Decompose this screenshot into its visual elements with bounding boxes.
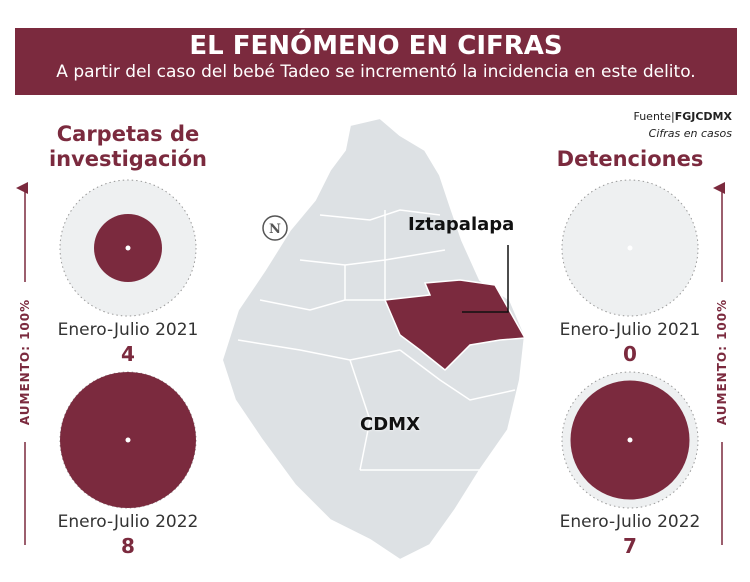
- value-label: 4: [121, 342, 135, 366]
- cdmx-map: [220, 116, 527, 562]
- subtitle: A partir del caso del bebé Tadeo se incr…: [56, 62, 696, 82]
- center-dot: [125, 437, 131, 443]
- value-label: 8: [121, 534, 135, 558]
- source-label: Fuente|: [633, 110, 675, 123]
- period-label: Enero-Julio 2022: [559, 512, 701, 532]
- center-dot: [125, 245, 131, 251]
- value-label: 0: [623, 342, 637, 366]
- north-icon: [262, 215, 288, 241]
- city-label: CDMX: [360, 414, 420, 435]
- center-dot: [627, 437, 633, 443]
- center-dot: [627, 245, 633, 251]
- borough-lines: [237, 209, 516, 471]
- panel-title: Detenciones: [556, 147, 704, 171]
- district-label: Iztapalapa: [408, 214, 515, 235]
- source-note: Cifras en casos: [648, 127, 732, 140]
- period-label: Enero-Julio 2022: [57, 512, 199, 532]
- header-band: [15, 28, 737, 95]
- leader-line: [462, 245, 509, 313]
- period-label: Enero-Julio 2021: [57, 320, 199, 340]
- source: Fuente|FGJCDMX: [633, 110, 732, 123]
- source-name: FGJCDMX: [674, 110, 732, 123]
- period-label: Enero-Julio 2021: [559, 320, 701, 340]
- iztapalapa-area: [383, 279, 527, 372]
- title: EL FENÓMENO EN CIFRAS: [189, 31, 563, 61]
- north-letter: N: [269, 222, 281, 237]
- panel-title: Carpetas de investigación: [48, 122, 208, 171]
- value-label: 7: [623, 534, 637, 558]
